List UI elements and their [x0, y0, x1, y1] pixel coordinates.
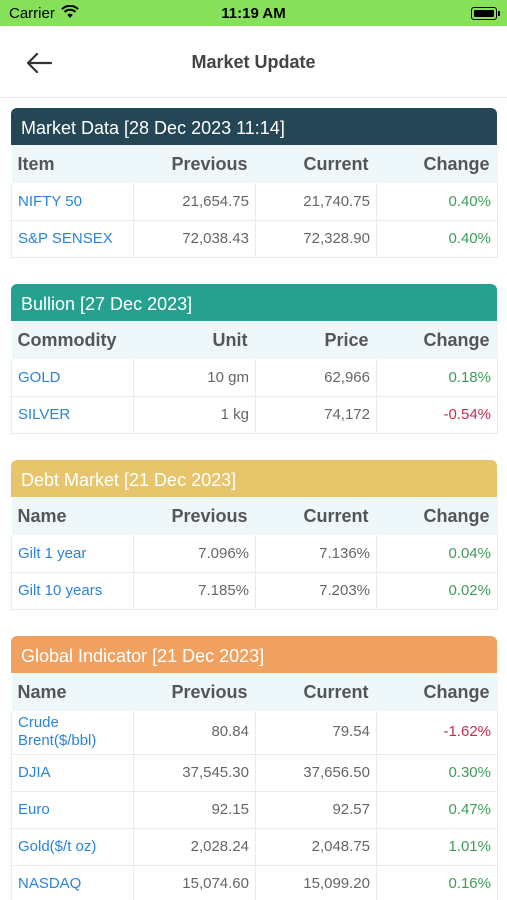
current-value: 7.136%	[255, 535, 377, 573]
column-header: Commodity	[11, 321, 134, 359]
change-value: -1.62%	[376, 711, 498, 755]
current-value: 72,328.90	[255, 220, 377, 258]
section-header: Global Indicator [21 Dec 2023]	[11, 636, 497, 673]
price-value: 74,172	[255, 396, 377, 434]
row-name-link[interactable]: S&P SENSEX	[11, 220, 134, 258]
market-data-table: Item Previous Current Change NIFTY 50 21…	[11, 145, 498, 258]
market-content[interactable]: Market Data [28 Dec 2023 11:14] Item Pre…	[0, 98, 507, 900]
table-row[interactable]: Euro 92.15 92.57 0.47%	[11, 791, 498, 829]
table-row[interactable]: NASDAQ 15,074.60 15,099.20 0.16%	[11, 865, 498, 900]
column-header: Item	[11, 145, 134, 183]
unit-value: 1 kg	[133, 396, 256, 434]
row-name-link[interactable]: Euro	[11, 791, 134, 829]
previous-value: 37,545.30	[133, 754, 256, 792]
change-value: 0.40%	[376, 220, 498, 258]
change-value: 0.30%	[376, 754, 498, 792]
row-name-link[interactable]: GOLD	[11, 359, 134, 397]
row-name-link[interactable]: NIFTY 50	[11, 183, 134, 221]
table-row[interactable]: Gilt 1 year 7.096% 7.136% 0.04%	[11, 535, 498, 573]
table-header-row: Name Previous Current Change	[11, 497, 498, 535]
navigation-bar: Market Update	[0, 26, 507, 98]
previous-value: 7.185%	[133, 572, 256, 610]
previous-value: 15,074.60	[133, 865, 256, 900]
bullion-section: Bullion [27 Dec 2023] Commodity Unit Pri…	[11, 284, 498, 434]
debt-market-table: Name Previous Current Change Gilt 1 year…	[11, 497, 498, 610]
change-value: 0.02%	[376, 572, 498, 610]
table-row[interactable]: NIFTY 50 21,654.75 21,740.75 0.40%	[11, 183, 498, 221]
current-value: 92.57	[255, 791, 377, 829]
table-row[interactable]: Gold($/t oz) 2,028.24 2,048.75 1.01%	[11, 828, 498, 866]
change-value: 0.47%	[376, 791, 498, 829]
column-header: Current	[255, 145, 377, 183]
column-header: Price	[255, 321, 377, 359]
change-value: 0.18%	[376, 359, 498, 397]
table-header-row: Commodity Unit Price Change	[11, 321, 498, 359]
battery-icon	[471, 7, 500, 20]
section-header: Bullion [27 Dec 2023]	[11, 284, 497, 321]
table-row[interactable]: DJIA 37,545.30 37,656.50 0.30%	[11, 754, 498, 792]
change-value: 1.01%	[376, 828, 498, 866]
global-indicator-table: Name Previous Current Change Crude Brent…	[11, 673, 498, 900]
column-header: Unit	[133, 321, 256, 359]
table-row[interactable]: Gilt 10 years 7.185% 7.203% 0.02%	[11, 572, 498, 610]
column-header: Previous	[133, 145, 256, 183]
row-name-link[interactable]: Gold($/t oz)	[11, 828, 134, 866]
column-header: Name	[11, 673, 134, 711]
current-value: 21,740.75	[255, 183, 377, 221]
column-header: Name	[11, 497, 134, 535]
previous-value: 92.15	[133, 791, 256, 829]
column-header: Previous	[133, 673, 256, 711]
section-header: Market Data [28 Dec 2023 11:14]	[11, 108, 497, 145]
table-row[interactable]: S&P SENSEX 72,038.43 72,328.90 0.40%	[11, 220, 498, 258]
wifi-icon	[61, 5, 79, 18]
table-header-row: Name Previous Current Change	[11, 673, 498, 711]
page-title: Market Update	[191, 52, 316, 72]
unit-value: 10 gm	[133, 359, 256, 397]
current-value: 15,099.20	[255, 865, 377, 900]
global-indicator-section: Global Indicator [21 Dec 2023] Name Prev…	[11, 636, 498, 900]
table-row[interactable]: SILVER 1 kg 74,172 -0.54%	[11, 396, 498, 434]
current-value: 37,656.50	[255, 754, 377, 792]
change-value: 0.40%	[376, 183, 498, 221]
price-value: 62,966	[255, 359, 377, 397]
column-header: Current	[255, 673, 377, 711]
table-row[interactable]: GOLD 10 gm 62,966 0.18%	[11, 359, 498, 397]
arrow-left-icon[interactable]	[24, 50, 54, 76]
row-name-link[interactable]: DJIA	[11, 754, 134, 792]
change-value: -0.54%	[376, 396, 498, 434]
row-name-link[interactable]: Gilt 10 years	[11, 572, 134, 610]
row-name-link[interactable]: Crude Brent($/bbl)	[11, 711, 134, 755]
current-value: 2,048.75	[255, 828, 377, 866]
debt-market-section: Debt Market [21 Dec 2023] Name Previous …	[11, 460, 498, 610]
column-header: Change	[376, 321, 498, 359]
change-value: 0.04%	[376, 535, 498, 573]
table-header-row: Item Previous Current Change	[11, 145, 498, 183]
market-data-section: Market Data [28 Dec 2023 11:14] Item Pre…	[11, 108, 498, 258]
status-bar: Carrier 11:19 AM	[0, 0, 507, 26]
current-value: 7.203%	[255, 572, 377, 610]
row-name-link[interactable]: Gilt 1 year	[11, 535, 134, 573]
section-header: Debt Market [21 Dec 2023]	[11, 460, 497, 497]
row-name-link[interactable]: SILVER	[11, 396, 134, 434]
previous-value: 2,028.24	[133, 828, 256, 866]
column-header: Change	[376, 673, 498, 711]
bullion-table: Commodity Unit Price Change GOLD 10 gm 6…	[11, 321, 498, 434]
change-value: 0.16%	[376, 865, 498, 900]
previous-value: 80.84	[133, 711, 256, 755]
previous-value: 7.096%	[133, 535, 256, 573]
row-name-link[interactable]: NASDAQ	[11, 865, 134, 900]
previous-value: 72,038.43	[133, 220, 256, 258]
column-header: Previous	[133, 497, 256, 535]
current-value: 79.54	[255, 711, 377, 755]
table-row[interactable]: Crude Brent($/bbl) 80.84 79.54 -1.62%	[11, 711, 498, 755]
column-header: Change	[376, 497, 498, 535]
column-header: Change	[376, 145, 498, 183]
status-time: 11:19 AM	[221, 5, 286, 22]
carrier-label: Carrier	[9, 5, 55, 22]
previous-value: 21,654.75	[133, 183, 256, 221]
column-header: Current	[255, 497, 377, 535]
